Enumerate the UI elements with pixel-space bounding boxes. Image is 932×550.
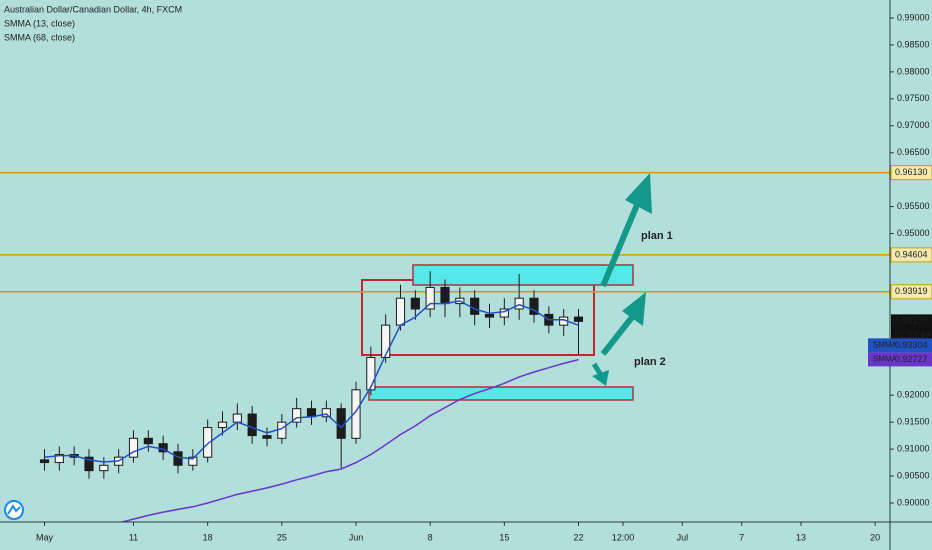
candle-body [321, 408, 331, 418]
x-tick-label: 22 [573, 532, 583, 542]
smma-tag [868, 352, 932, 367]
candle-body [128, 437, 139, 458]
y-tick-label: 0.99000 [897, 12, 930, 22]
y-tick-label: 0.92000 [897, 390, 930, 400]
arrow [591, 362, 604, 377]
x-tick-label: Jul [677, 532, 689, 542]
x-tick-label: 7 [739, 532, 744, 542]
y-tick-label: 0.96500 [897, 147, 930, 157]
last-price-label: 0.93370 [895, 316, 928, 326]
arrow-head [625, 173, 652, 214]
candle-body [39, 459, 50, 464]
smma-line [44, 300, 579, 463]
x-tick-label: 8 [428, 532, 433, 542]
smma-tag-name: SMMA [873, 340, 898, 349]
level-tag-label: 0.94604 [895, 249, 928, 259]
candle-body [292, 408, 302, 423]
y-tick-label: 0.97500 [897, 93, 930, 103]
x-tick-label: 15 [499, 532, 509, 542]
candle-body [351, 389, 361, 439]
level-tag [890, 165, 932, 181]
indicator-label: SMMA (13, close) [4, 18, 75, 28]
x-tick-label: 20 [870, 532, 880, 542]
indicator-label: SMMA (68, close) [4, 32, 75, 42]
x-tick-label: 11 [129, 532, 138, 542]
y-tick-label: 0.97000 [897, 120, 930, 130]
level-tag-label: 0.96130 [895, 167, 928, 177]
candle-body [247, 413, 257, 437]
logo[interactable] [4, 500, 24, 520]
candle-body [470, 297, 480, 315]
level-tag [890, 284, 932, 300]
smma-tag-name: SMMA [873, 354, 898, 363]
candle-body [573, 316, 584, 322]
candle-body [84, 456, 94, 472]
smma-line [119, 358, 579, 522]
annotation: plan 2 [634, 356, 666, 368]
level-tag [890, 247, 932, 263]
countdown: 02:53:49 [895, 330, 930, 340]
y-tick-label: 0.95000 [897, 228, 930, 238]
plot-area [0, 171, 890, 522]
arrow-head [592, 370, 609, 386]
x-tick-label: 12:00 [612, 532, 635, 542]
candle-body [440, 286, 450, 305]
candle-body [499, 308, 509, 318]
candle-body [381, 324, 391, 358]
logo-mark [7, 504, 21, 515]
candle-body [188, 456, 198, 466]
candle-body [262, 435, 272, 439]
x-tick-label: May [36, 532, 54, 542]
candle-body [217, 421, 228, 429]
annotation: plan 1 [641, 230, 673, 242]
candle-body [232, 413, 242, 423]
x-tick-label: 25 [277, 532, 287, 542]
candle-body [99, 464, 109, 472]
y-tick-label: 0.95500 [897, 201, 930, 211]
candle-body [529, 297, 539, 315]
x-tick-label: Jun [349, 532, 364, 542]
y-tick-label: 0.91500 [897, 417, 930, 427]
candle-body [173, 451, 183, 466]
smma-tag-value: 0.93304 [895, 340, 928, 350]
x-tick-label: 18 [203, 532, 213, 542]
resistance-zone [412, 264, 634, 286]
candle-body [203, 427, 213, 458]
y-tick-label: 0.98500 [897, 39, 930, 49]
x-tick-label: 13 [796, 532, 806, 542]
last-price-tag [891, 314, 932, 343]
candle-body [410, 297, 420, 310]
support-zone [368, 386, 634, 401]
smma-tag [868, 338, 932, 353]
candle-body [277, 421, 287, 439]
arrow [600, 203, 640, 288]
y-tick-label: 0.98000 [897, 66, 930, 76]
candle-body [54, 453, 64, 464]
candle-body [143, 437, 153, 445]
smma-tag-value: 0.92727 [895, 354, 928, 364]
candle-body [395, 297, 406, 326]
y-tick-label: 0.90500 [897, 470, 930, 480]
candle-body [514, 297, 524, 310]
candle-body [425, 286, 435, 310]
y-tick-label: 0.90000 [897, 497, 930, 507]
chart-title: Australian Dollar/Canadian Dollar, 4h, F… [4, 4, 182, 14]
candle-body [484, 313, 495, 318]
candle-body [366, 356, 376, 391]
arrow-head [622, 292, 646, 326]
arrow [600, 314, 636, 356]
arrows: plan 1 plan 2 [591, 173, 673, 386]
level-tag-label: 0.93919 [895, 286, 928, 296]
y-tick-label: 0.91000 [897, 443, 930, 453]
